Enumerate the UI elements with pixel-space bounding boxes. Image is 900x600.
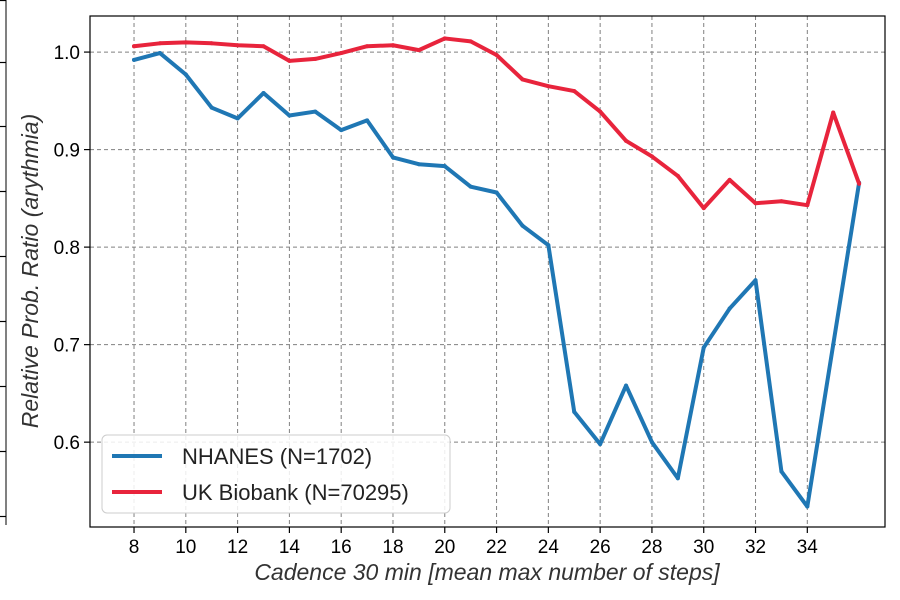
- legend-label-uk-biobank: UK Biobank (N=70295): [182, 480, 409, 505]
- data-point: [598, 442, 603, 447]
- data-point: [287, 58, 292, 63]
- data-point: [339, 128, 344, 133]
- data-point: [313, 109, 318, 114]
- x-tick-label: 26: [590, 537, 611, 558]
- data-point: [442, 164, 447, 169]
- x-tick-label: 30: [693, 537, 714, 558]
- data-point: [157, 51, 162, 56]
- data-point: [365, 44, 370, 49]
- data-point: [261, 91, 266, 96]
- y-axis-ticks: 0.6 0.7 0.8 0.9 1.0: [54, 43, 90, 454]
- grid-lines: [90, 16, 885, 527]
- data-point: [520, 77, 525, 82]
- x-tick-label: 8: [129, 537, 140, 558]
- series-layer: [132, 36, 862, 509]
- x-axis-label: Cadence 30 min [mean max number of steps…: [254, 559, 720, 585]
- y-tick-label: 0.6: [54, 433, 80, 454]
- legend-box: [101, 434, 451, 514]
- data-point: [572, 89, 577, 94]
- x-axis-ticks: 8 10 12 14 16 18 20 22 24 26 28 30 32 34: [129, 527, 819, 558]
- data-point: [701, 206, 706, 211]
- x-tick-label: 18: [382, 537, 403, 558]
- data-point: [831, 342, 836, 347]
- x-tick-label: 16: [331, 537, 352, 558]
- data-point: [753, 278, 758, 283]
- series-nhanes: [132, 51, 862, 509]
- data-point: [624, 383, 629, 388]
- data-point: [624, 138, 629, 143]
- data-point: [442, 36, 447, 41]
- data-point: [649, 154, 654, 159]
- data-point: [416, 162, 421, 167]
- data-point: [235, 43, 240, 48]
- data-point: [572, 409, 577, 414]
- x-tick-label: 14: [279, 537, 301, 558]
- legend: NHANES (N=1702) UK Biobank (N=70295): [101, 434, 451, 514]
- data-point: [183, 72, 188, 77]
- data-point: [546, 243, 551, 248]
- left-edge-tick-marks: [0, 0, 7, 525]
- data-point: [779, 199, 784, 204]
- x-tick-label: 24: [538, 537, 560, 558]
- data-point: [494, 53, 499, 58]
- data-point: [727, 306, 732, 311]
- data-point: [209, 105, 214, 110]
- y-axis-label: Relative Prob. Ratio (arythmia): [17, 114, 43, 428]
- data-point: [675, 476, 680, 481]
- plot-frame: [89, 15, 886, 528]
- x-tick-label: 28: [641, 537, 662, 558]
- data-point: [416, 48, 421, 53]
- x-tick-label: 34: [797, 537, 819, 558]
- data-point: [727, 177, 732, 182]
- y-tick-label: 0.9: [54, 141, 80, 162]
- x-tick-label: 12: [227, 537, 248, 558]
- y-tick-label: 0.8: [54, 238, 80, 259]
- data-point: [468, 39, 473, 44]
- data-point: [520, 223, 525, 228]
- data-point: [494, 190, 499, 195]
- y-tick-label: 0.7: [54, 336, 80, 357]
- data-point: [157, 41, 162, 46]
- x-tick-label: 10: [175, 537, 196, 558]
- x-tick-label: 20: [434, 537, 455, 558]
- data-point: [132, 44, 137, 49]
- data-point: [132, 57, 137, 62]
- series-uk-biobank: [132, 36, 862, 211]
- data-point: [313, 56, 318, 61]
- data-point: [857, 181, 862, 186]
- data-point: [546, 84, 551, 89]
- data-point: [753, 201, 758, 206]
- data-point: [209, 41, 214, 46]
- legend-label-nhanes: NHANES (N=1702): [182, 444, 372, 469]
- data-point: [701, 345, 706, 350]
- data-point: [261, 44, 266, 49]
- y-tick-label: 1.0: [54, 43, 80, 64]
- data-point: [598, 109, 603, 114]
- data-point: [390, 43, 395, 48]
- data-point: [183, 40, 188, 45]
- data-point: [390, 155, 395, 160]
- data-point: [365, 118, 370, 123]
- data-point: [235, 116, 240, 121]
- x-tick-label: 22: [486, 537, 507, 558]
- data-point: [675, 173, 680, 178]
- data-point: [805, 203, 810, 208]
- data-point: [831, 110, 836, 115]
- data-point: [468, 184, 473, 189]
- data-point: [339, 51, 344, 56]
- data-point: [805, 504, 810, 509]
- x-tick-label: 32: [745, 537, 766, 558]
- data-point: [779, 469, 784, 474]
- data-point: [649, 440, 654, 445]
- data-point: [287, 113, 292, 118]
